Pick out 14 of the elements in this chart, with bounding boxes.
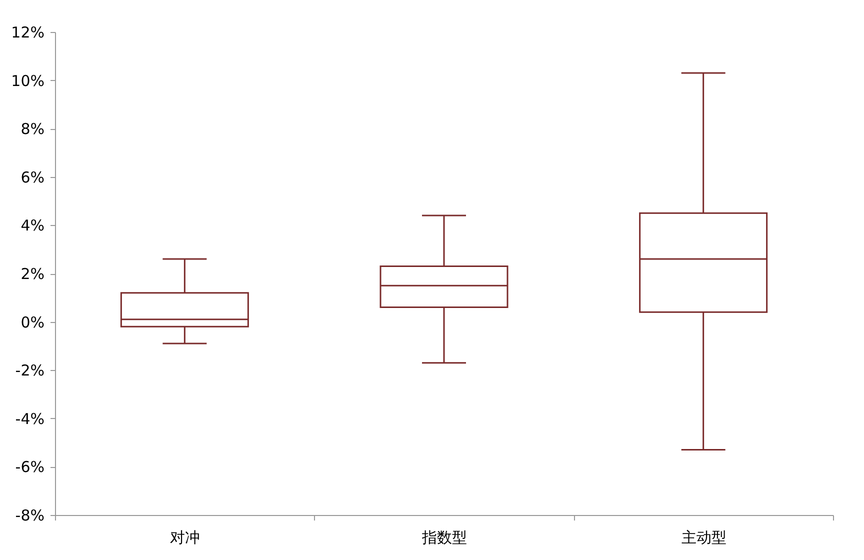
y-tick-label: 12% (11, 24, 44, 42)
y-tick-label: -4% (15, 410, 44, 428)
y-tick-label: 8% (20, 120, 44, 138)
y-tick-label: 6% (20, 168, 44, 186)
y-tick-label: -8% (15, 506, 44, 524)
y-tick-label: 0% (20, 313, 44, 332)
y-tick-label: -6% (15, 458, 44, 476)
x-tick-label: 对冲 (170, 528, 200, 546)
x-tick-label: 指数型 (421, 528, 467, 546)
y-tick-label: 2% (20, 265, 44, 283)
y-tick-label: 10% (11, 72, 44, 90)
x-tick-label: 主动型 (681, 528, 726, 546)
y-tick-label: 4% (20, 216, 44, 235)
y-tick-label: -2% (15, 362, 44, 380)
